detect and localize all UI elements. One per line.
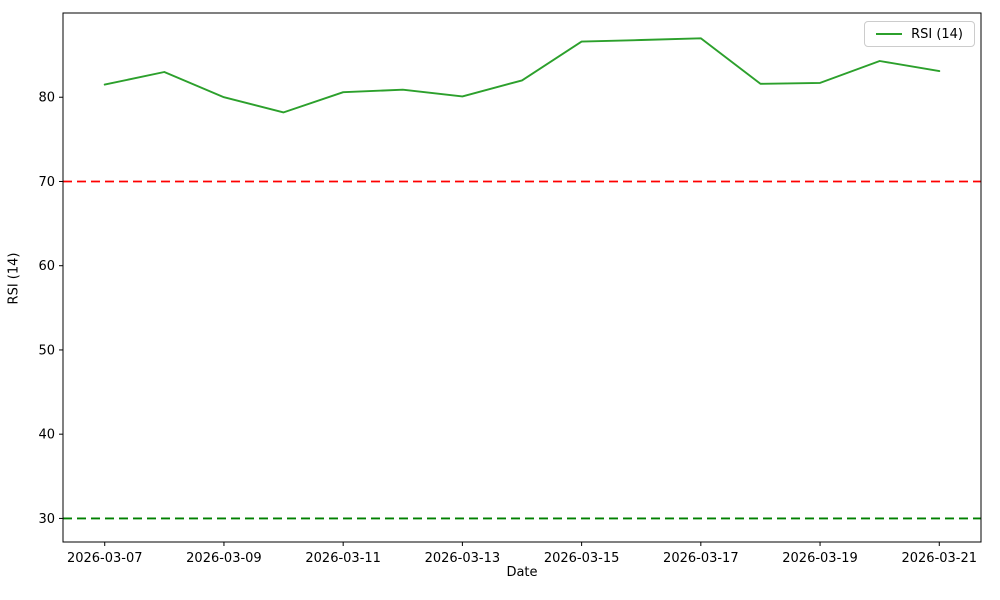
y-tick-label: 50 — [38, 343, 55, 358]
x-tick-label: 2026-03-19 — [782, 551, 858, 566]
y-tick-label: 70 — [38, 175, 55, 190]
plot-border — [62, 12, 982, 543]
y-tick-label: 40 — [38, 428, 55, 443]
x-tick-label: 2026-03-15 — [544, 551, 620, 566]
y-tick-label: 30 — [38, 512, 55, 527]
x-tick-label: 2026-03-11 — [305, 551, 381, 566]
legend: RSI (14) — [864, 21, 975, 47]
rsi-line — [103, 37, 941, 114]
y-axis-label: RSI (14) — [6, 252, 22, 305]
x-tick-label: 2026-03-17 — [663, 551, 739, 566]
x-tick-label: 2026-03-09 — [186, 551, 262, 566]
y-tick-label: 60 — [38, 259, 55, 274]
x-tick-label: 2026-03-13 — [425, 551, 501, 566]
x-tick-label: 2026-03-21 — [901, 551, 977, 566]
x-axis-label: Date — [506, 565, 538, 580]
y-tick-label: 80 — [38, 91, 55, 106]
legend-label: RSI (14) — [911, 26, 963, 42]
legend-line-sample — [876, 33, 903, 35]
x-tick-label: 2026-03-07 — [67, 551, 143, 566]
